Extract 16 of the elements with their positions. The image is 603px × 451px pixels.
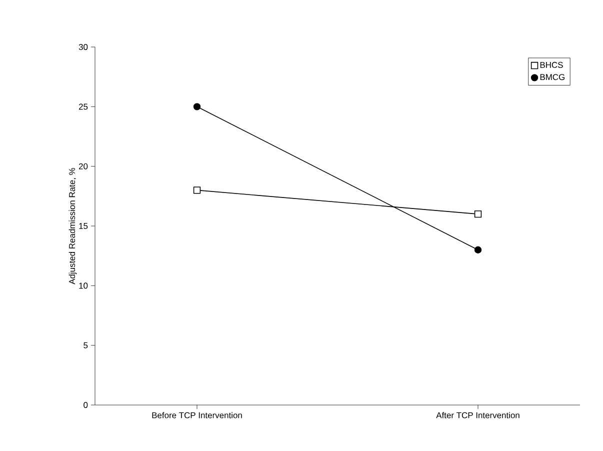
y-tick-label: 15 [79, 223, 88, 229]
legend-label: BHCS [540, 62, 563, 68]
y-tick-label: 20 [78, 163, 88, 170]
y-tick-label: 30 [78, 44, 88, 50]
x-tick-label: Before TCP Intervention [152, 412, 242, 418]
y-tick-label: 25 [78, 104, 88, 110]
legend-label: BMCG [540, 74, 564, 80]
point [474, 246, 482, 254]
point [193, 103, 201, 110]
y-tick-label: 5 [84, 342, 88, 348]
y-tick-label: 10 [79, 282, 88, 289]
point [474, 210, 482, 218]
x-tick-label: After TCP Intervention [436, 412, 520, 418]
y-axis-title: Adjusted Readmission Rate, % [68, 168, 77, 284]
y-tick-label: 0 [84, 402, 88, 408]
point [193, 186, 201, 194]
